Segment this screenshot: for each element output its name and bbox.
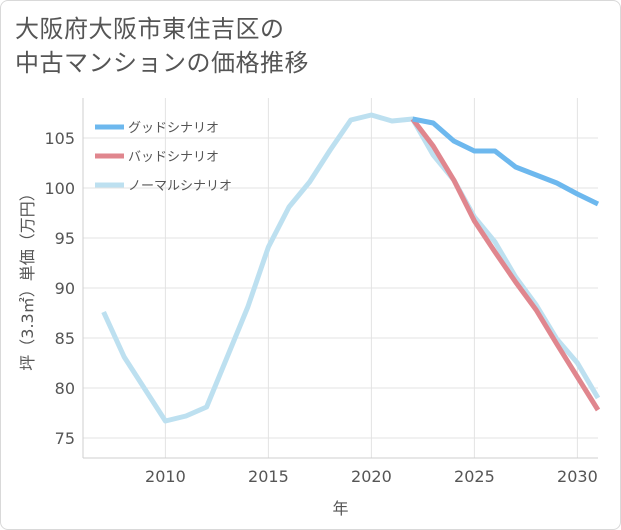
x-tick-label: 2015 xyxy=(248,467,289,486)
y-tick-label: 95 xyxy=(55,229,75,248)
series-line-2 xyxy=(101,112,601,424)
x-tick-label: 2030 xyxy=(557,467,598,486)
series-lines xyxy=(101,112,601,424)
x-tick-label: 2025 xyxy=(454,467,495,486)
x-tick-label: 2020 xyxy=(351,467,392,486)
legend-label: ノーマルシナリオ xyxy=(128,179,232,194)
series-line-0 xyxy=(412,116,600,207)
y-axis-title: 坪（3.3㎡）単価（万円） xyxy=(18,185,37,370)
y-tick-label: 100 xyxy=(44,179,75,198)
legend-label: グッドシナリオ xyxy=(128,121,219,136)
y-tick-label: 90 xyxy=(55,279,75,298)
y-tick-label: 75 xyxy=(55,429,75,448)
chart-title-line-2: 中古マンションの価格推移 xyxy=(15,49,309,77)
chart-title: 大阪府大阪市東住吉区の 中古マンションの価格推移 xyxy=(15,12,415,80)
y-tick-label: 105 xyxy=(44,129,75,148)
legend-label: バッドシナリオ xyxy=(128,150,219,165)
axes: 2010 2015 2020 2025 2030 75 80 85 90 95 100 105 xyxy=(44,98,598,486)
y-tick-label: 80 xyxy=(55,379,75,398)
y-tick-label: 85 xyxy=(55,329,75,348)
chart-title-line-1: 大阪府大阪市東住吉区の xyxy=(15,15,285,43)
series-line-1 xyxy=(410,117,601,412)
x-tick-label: 2010 xyxy=(145,467,186,486)
x-axis-title: 年 xyxy=(332,499,348,518)
